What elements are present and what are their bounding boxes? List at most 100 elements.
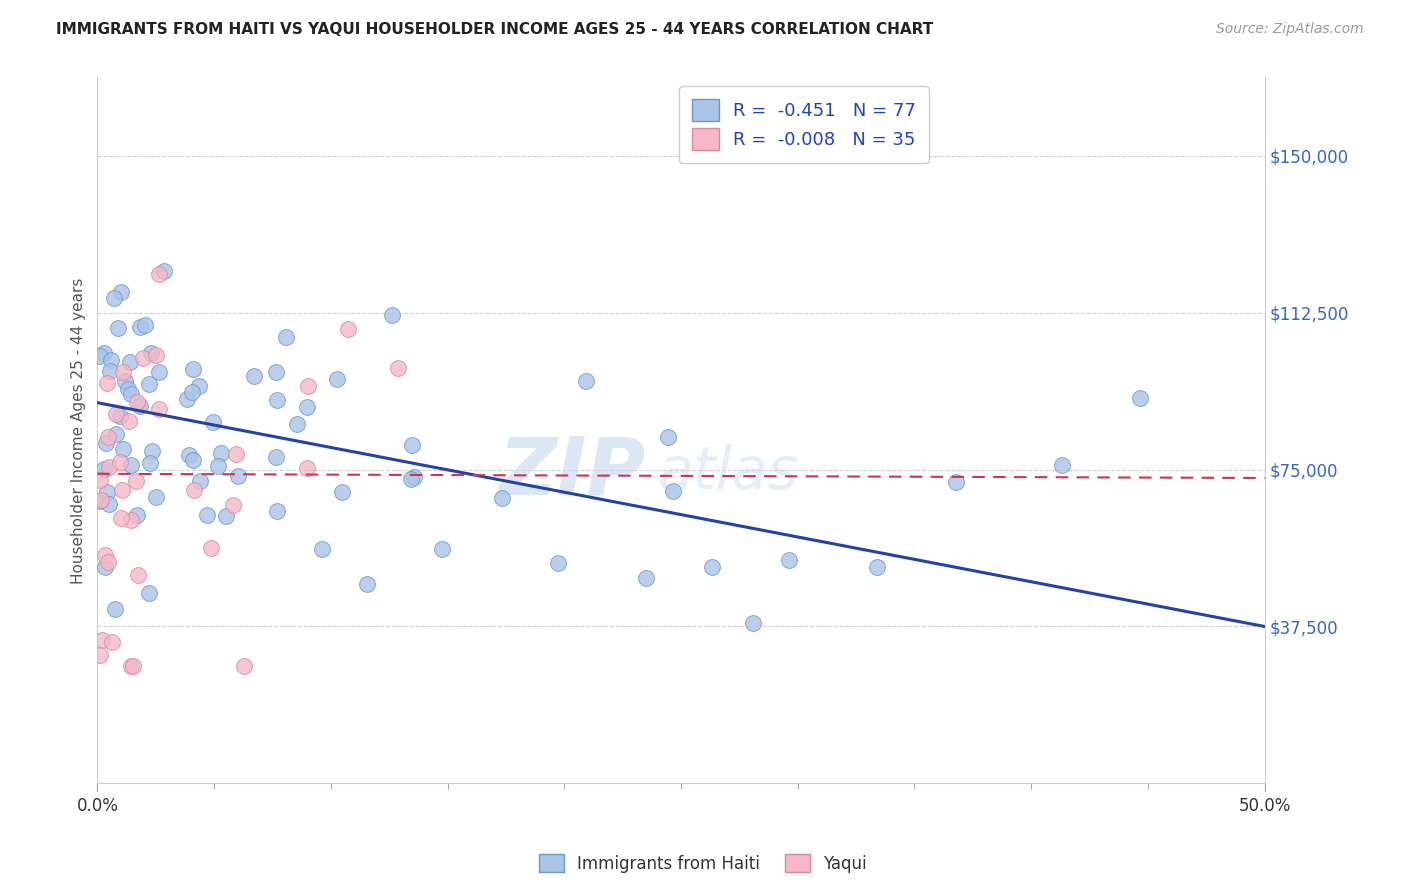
Point xyxy=(93,560,115,574)
Point xyxy=(381,309,404,323)
Point xyxy=(866,560,889,574)
Point xyxy=(132,351,155,365)
Point xyxy=(183,483,205,497)
Point xyxy=(181,453,204,467)
Point xyxy=(134,318,156,332)
Point xyxy=(120,387,142,401)
Point xyxy=(97,430,120,444)
Point xyxy=(232,659,254,673)
Point xyxy=(96,436,118,450)
Point xyxy=(110,511,132,525)
Point xyxy=(264,450,287,464)
Point xyxy=(138,456,160,470)
Point xyxy=(222,498,245,512)
Point xyxy=(97,555,120,569)
Point xyxy=(225,447,247,461)
Point xyxy=(264,365,287,379)
Point xyxy=(125,508,148,522)
Point xyxy=(1128,391,1150,405)
Y-axis label: Householder Income Ages 25 - 44 years: Householder Income Ages 25 - 44 years xyxy=(72,277,86,583)
Point xyxy=(112,365,135,379)
Point xyxy=(226,468,249,483)
Point xyxy=(98,364,121,378)
Point xyxy=(148,267,170,281)
Point xyxy=(100,352,122,367)
Point xyxy=(207,458,229,473)
Point xyxy=(188,379,211,393)
Point xyxy=(197,508,219,523)
Point xyxy=(742,615,765,630)
Point xyxy=(295,461,318,475)
Point xyxy=(200,541,222,555)
Point xyxy=(93,346,115,360)
Point xyxy=(399,472,422,486)
Point xyxy=(97,498,120,512)
Point xyxy=(266,504,288,518)
Point xyxy=(89,494,111,508)
Point xyxy=(266,393,288,408)
Point xyxy=(330,485,353,500)
Point xyxy=(104,407,127,421)
Point xyxy=(401,438,423,452)
Point xyxy=(93,461,115,475)
Point xyxy=(91,632,114,647)
Point xyxy=(139,346,162,360)
Point xyxy=(285,417,308,432)
Point xyxy=(243,368,266,383)
Point xyxy=(120,659,142,673)
Point xyxy=(778,552,800,566)
Point xyxy=(295,400,318,414)
Point xyxy=(209,446,232,460)
Point xyxy=(111,483,134,497)
Point xyxy=(311,541,333,556)
Point xyxy=(402,470,425,484)
Text: atlas: atlas xyxy=(658,444,799,501)
Point xyxy=(276,330,298,344)
Text: Source: ZipAtlas.com: Source: ZipAtlas.com xyxy=(1216,22,1364,37)
Point xyxy=(202,415,225,429)
Point xyxy=(107,321,129,335)
Point xyxy=(101,635,124,649)
Point xyxy=(128,399,150,413)
Point xyxy=(117,383,139,397)
Point xyxy=(547,556,569,570)
Point xyxy=(110,454,132,468)
Point xyxy=(104,602,127,616)
Point xyxy=(89,648,111,662)
Point xyxy=(387,361,409,376)
Point xyxy=(120,513,142,527)
Point xyxy=(145,348,167,362)
Legend: R =  -0.451   N = 77, R =  -0.008   N = 35: R = -0.451 N = 77, R = -0.008 N = 35 xyxy=(679,87,929,163)
Text: ZIP: ZIP xyxy=(499,434,645,512)
Point xyxy=(96,484,118,499)
Point xyxy=(575,374,598,388)
Point xyxy=(93,548,115,562)
Point xyxy=(138,377,160,392)
Point xyxy=(129,320,152,334)
Point xyxy=(148,402,170,417)
Point xyxy=(120,354,142,368)
Point xyxy=(96,376,118,391)
Point xyxy=(89,473,111,487)
Point xyxy=(110,285,132,299)
Point xyxy=(103,291,125,305)
Text: IMMIGRANTS FROM HAITI VS YAQUI HOUSEHOLDER INCOME AGES 25 - 44 YEARS CORRELATION: IMMIGRANTS FROM HAITI VS YAQUI HOUSEHOLD… xyxy=(56,22,934,37)
Point xyxy=(356,577,378,591)
Point xyxy=(491,491,513,505)
Point xyxy=(122,659,145,673)
Point xyxy=(148,365,170,379)
Point xyxy=(138,586,160,600)
Point xyxy=(662,483,685,498)
Point xyxy=(112,442,135,456)
Point xyxy=(90,492,112,507)
Point xyxy=(432,541,454,556)
Point xyxy=(127,394,149,409)
Point xyxy=(179,448,201,462)
Point xyxy=(1050,458,1073,472)
Point xyxy=(297,379,319,393)
Point xyxy=(98,459,121,474)
Point xyxy=(945,475,967,489)
Point xyxy=(326,372,349,386)
Point xyxy=(153,264,176,278)
Point xyxy=(141,444,163,458)
